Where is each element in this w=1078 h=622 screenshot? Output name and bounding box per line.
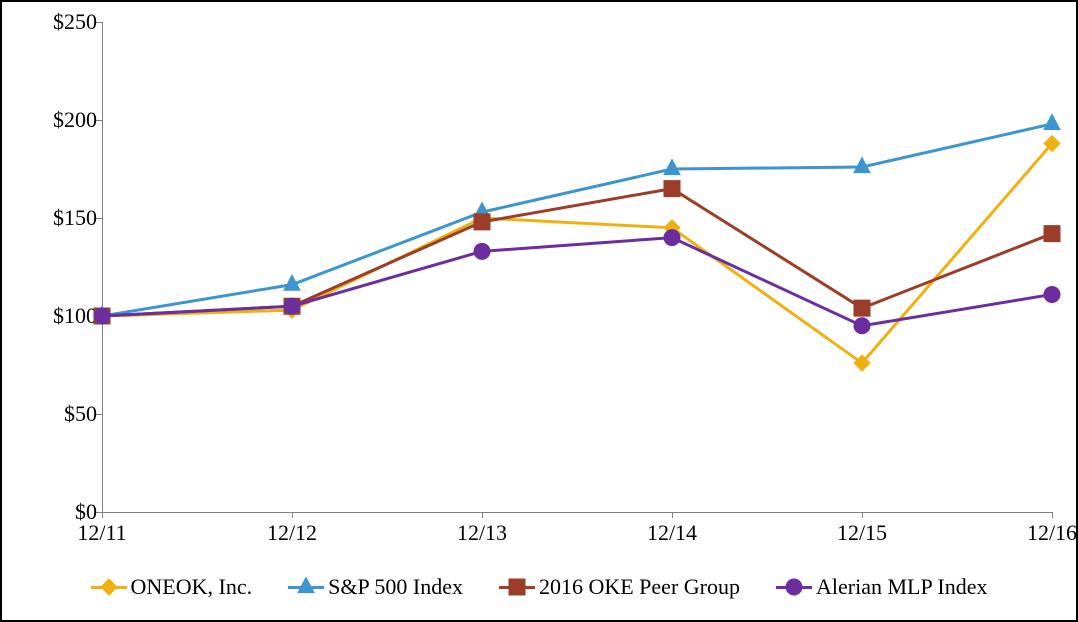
triangle-icon <box>296 577 316 597</box>
legend-swatch <box>288 586 324 589</box>
x-tick <box>102 512 103 518</box>
legend-label: Alerian MLP Index <box>816 574 987 600</box>
series-marker <box>664 181 680 197</box>
y-tick-label: $150 <box>47 205 97 231</box>
y-tick-label: $250 <box>47 9 97 35</box>
x-axis <box>102 512 1052 513</box>
x-tick-label: 12/11 <box>77 520 126 546</box>
x-tick <box>292 512 293 518</box>
legend: ONEOK, Inc. S&P 500 Index 2016 OKE Peer Gr… <box>2 574 1076 600</box>
y-tick-label: $50 <box>47 401 97 427</box>
series-line <box>102 189 1052 316</box>
legend-label: ONEOK, Inc. <box>131 574 253 600</box>
x-tick-label: 12/13 <box>457 520 507 546</box>
legend-swatch <box>499 586 535 589</box>
y-tick-label: $100 <box>47 303 97 329</box>
x-tick-label: 12/12 <box>267 520 317 546</box>
series-line <box>102 124 1052 316</box>
diamond-icon <box>99 577 119 597</box>
legend-label: S&P 500 Index <box>328 574 463 600</box>
chart-svg <box>102 22 1052 512</box>
legend-label: 2016 OKE Peer Group <box>539 574 740 600</box>
legend-item: 2016 OKE Peer Group <box>499 574 740 600</box>
x-tick-label: 12/15 <box>837 520 887 546</box>
series-marker <box>854 318 870 334</box>
x-tick <box>862 512 863 518</box>
series-marker <box>1044 286 1060 302</box>
square-icon <box>507 577 527 597</box>
legend-item: Alerian MLP Index <box>776 574 987 600</box>
x-tick-label: 12/16 <box>1027 520 1077 546</box>
series-line <box>102 144 1052 364</box>
series-marker <box>474 243 490 259</box>
legend-swatch <box>91 586 127 589</box>
x-tick <box>482 512 483 518</box>
plot-area: $0$50$100$150$200$25012/1112/1212/1312/1… <box>102 22 1052 512</box>
series-marker <box>664 159 680 174</box>
legend-item: S&P 500 Index <box>288 574 463 600</box>
series-marker <box>1044 114 1060 129</box>
y-tick-label: $200 <box>47 107 97 133</box>
chart-container: $0$50$100$150$200$25012/1112/1212/1312/1… <box>0 0 1078 622</box>
series-marker <box>284 298 300 314</box>
series-marker <box>94 308 110 324</box>
legend-swatch <box>776 586 812 589</box>
series-marker <box>854 300 870 316</box>
x-tick-label: 12/14 <box>647 520 697 546</box>
x-tick <box>672 512 673 518</box>
series-marker <box>664 230 680 246</box>
series-marker <box>1044 226 1060 242</box>
legend-item: ONEOK, Inc. <box>91 574 253 600</box>
circle-icon <box>784 577 804 597</box>
x-tick <box>1052 512 1053 518</box>
series-marker <box>474 214 490 230</box>
